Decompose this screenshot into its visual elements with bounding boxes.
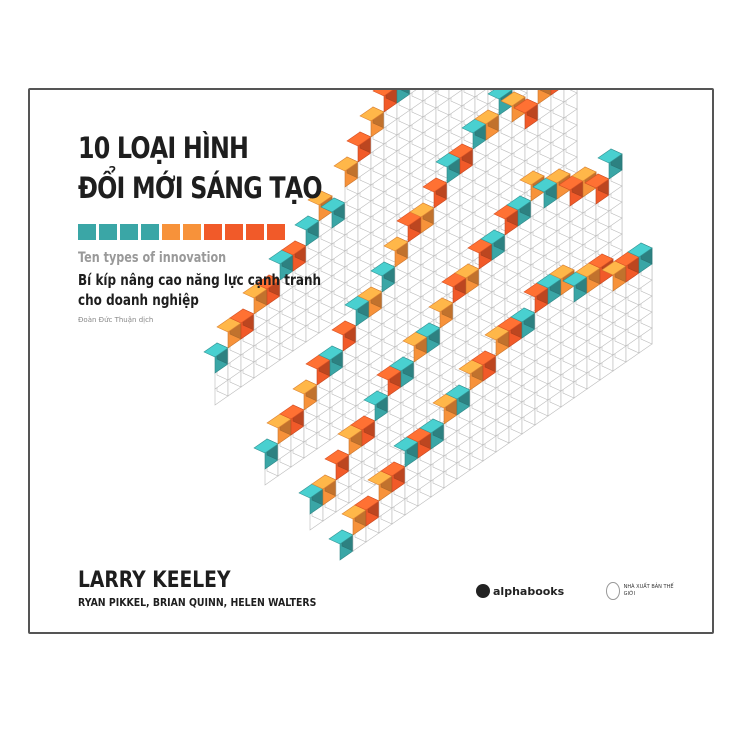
subtitle-english: Ten types of innovation <box>78 250 227 266</box>
cube-face <box>571 166 597 182</box>
strip-square <box>162 224 180 240</box>
cube-face <box>588 253 614 269</box>
cube-face <box>627 242 653 258</box>
translator: Đoàn Đức Thuận dịch <box>78 316 154 324</box>
cube-face <box>370 261 396 277</box>
cube-face <box>320 197 346 213</box>
grid-cell <box>422 90 437 102</box>
cube-face <box>359 106 385 122</box>
cube-face <box>324 449 350 465</box>
cube-face <box>415 322 441 338</box>
cube-face <box>292 379 318 395</box>
cube-face <box>350 415 376 431</box>
alphabooks-logo-icon <box>476 584 490 598</box>
grid-cell <box>519 90 528 94</box>
cube-face <box>539 90 552 96</box>
cube-face <box>545 168 571 184</box>
cube-face <box>454 263 480 279</box>
cube-face <box>445 384 471 400</box>
cube-face <box>448 143 474 159</box>
grid-cell <box>563 90 578 103</box>
color-strip <box>78 224 285 240</box>
author: LARRY KEELEY <box>78 568 231 593</box>
strip-square <box>78 224 96 240</box>
cube-face <box>513 98 539 114</box>
cube-face <box>549 264 575 280</box>
cube-face <box>419 418 445 434</box>
cube-face <box>396 90 411 104</box>
subtitle-line-2: cho doanh nghiệp <box>78 291 199 309</box>
strip-square <box>99 224 117 240</box>
cube-face <box>331 320 357 336</box>
cube-face <box>328 529 354 545</box>
grid-cell <box>474 90 486 98</box>
cube-face <box>519 170 545 186</box>
subtitle-vietnamese: Bí kíp nâng cao năng lực cạnh tranh cho … <box>78 270 321 310</box>
cube-face <box>333 156 359 172</box>
book-cover: 10 LOẠI HÌNH ĐỔI MỚI SÁNG TẠO Ten types … <box>28 88 714 634</box>
cube-face <box>255 274 281 290</box>
publisher-the-gioi: NHÀ XUẤT BẢN THẾ GIỚI <box>606 582 676 600</box>
strip-square <box>246 224 264 240</box>
title-line-2: ĐỔI MỚI SÁNG TẠO <box>78 171 323 205</box>
cube-face <box>253 438 279 454</box>
publisher1-label: alphabooks <box>493 584 565 598</box>
strip-square <box>267 224 285 240</box>
grid-cell <box>463 90 476 98</box>
grid-cell <box>409 90 417 95</box>
cube-face <box>311 474 337 490</box>
strip-square <box>225 224 243 240</box>
grid-cell <box>569 90 578 94</box>
cube-face <box>354 495 380 511</box>
cube-face <box>428 297 454 313</box>
cube-face <box>510 307 536 323</box>
cube-face <box>383 236 409 252</box>
book-title: 10 LOẠI HÌNH ĐỔI MỚI SÁNG TẠO <box>78 128 323 208</box>
cube-face <box>279 404 305 420</box>
cube-face <box>422 177 448 193</box>
cube-face <box>480 229 506 245</box>
strip-square <box>204 224 222 240</box>
cube-face <box>203 342 229 358</box>
cube-face <box>380 461 406 477</box>
cube-face <box>471 350 497 366</box>
title-line-1: 10 LOẠI HÌNH <box>78 131 249 165</box>
grid-cell <box>437 90 450 100</box>
coauthors: RYAN PIKKEL, BRIAN QUINN, HELEN WALTERS <box>78 596 317 609</box>
cube-face <box>357 286 383 302</box>
cube-face <box>229 308 255 324</box>
cube-face <box>506 195 532 211</box>
cube-face <box>550 90 559 96</box>
strip-square <box>183 224 201 240</box>
cube-face <box>389 356 415 372</box>
publisher-alphabooks: alphabooks <box>476 584 564 598</box>
cube-face <box>363 390 389 406</box>
publisher2-label: NHÀ XUẤT BẢN THẾ GIỚI <box>623 584 674 597</box>
cube-face <box>597 148 623 164</box>
cube-face <box>372 90 394 97</box>
grid-cell <box>448 90 463 100</box>
subtitle-line-1: Bí kíp nâng cao năng lực cạnh tranh <box>78 271 322 289</box>
cube-face <box>487 90 513 100</box>
the-gioi-logo-icon <box>606 582 620 600</box>
cube-face <box>400 90 411 95</box>
cube-face <box>346 131 372 147</box>
cube-face <box>584 173 610 189</box>
strip-square <box>141 224 159 240</box>
cube-face <box>474 109 500 125</box>
strip-square <box>120 224 138 240</box>
cube-face <box>294 215 320 231</box>
isometric-cube-artwork <box>203 90 653 561</box>
cube-face <box>409 202 435 218</box>
cube-face <box>318 345 344 361</box>
grid-cell <box>435 90 440 93</box>
cube-face <box>500 91 526 107</box>
cube-face <box>307 190 333 206</box>
grid-cell <box>430 90 437 93</box>
cube-face <box>281 240 307 256</box>
